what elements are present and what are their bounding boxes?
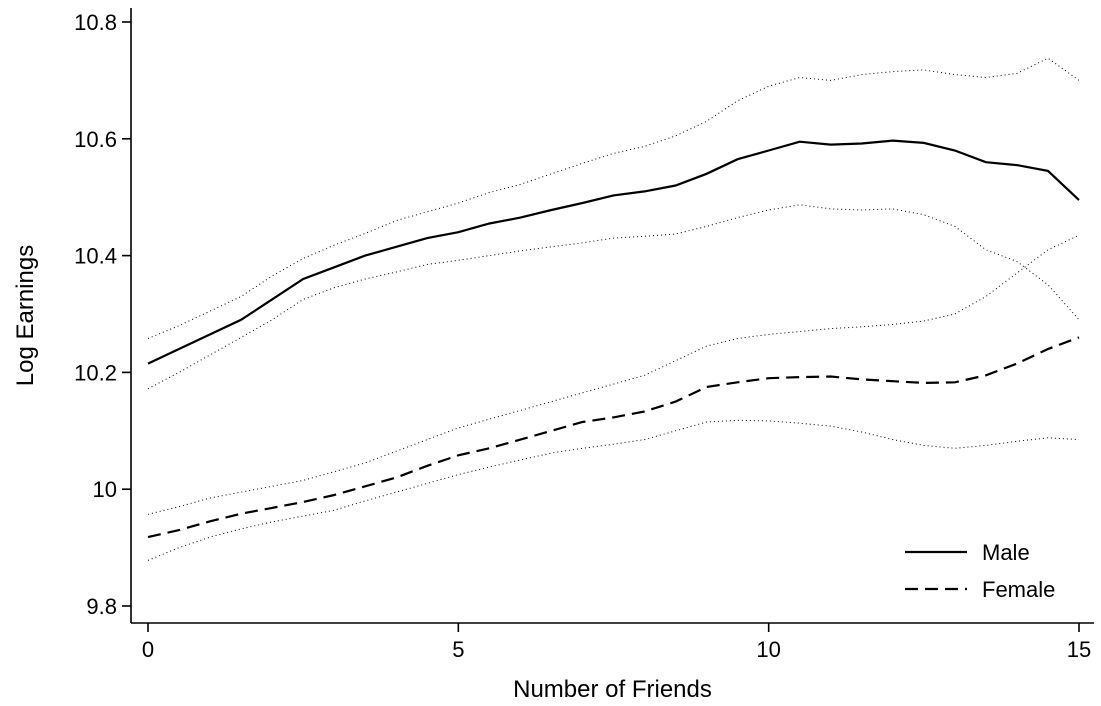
x-tick-label: 0 bbox=[142, 637, 154, 662]
series-line-male bbox=[147, 139, 1080, 365]
ci-lower-male bbox=[147, 204, 1080, 390]
y-tick-label: 10.4 bbox=[74, 244, 117, 269]
y-axis-ticks: 9.8 10 10.2 10.4 10.6 10.8 bbox=[74, 10, 131, 619]
legend-label-male: Male bbox=[982, 540, 1030, 565]
ci-upper-female bbox=[147, 234, 1080, 515]
ci-lower-female bbox=[147, 419, 1080, 561]
y-tick-label: 10.8 bbox=[74, 10, 117, 35]
x-tick-label: 15 bbox=[1067, 637, 1091, 662]
legend: Male Female bbox=[905, 540, 1055, 602]
x-tick-label: 10 bbox=[756, 637, 780, 662]
y-tick-label: 10.6 bbox=[74, 127, 117, 152]
series-line-female bbox=[147, 336, 1080, 539]
y-tick-label: 9.8 bbox=[86, 594, 117, 619]
y-axis-title: Log Earnings bbox=[12, 245, 39, 386]
y-tick-label: 10.2 bbox=[74, 360, 117, 385]
x-axis-ticks: 0 5 10 15 bbox=[142, 623, 1091, 662]
ci-upper-male bbox=[147, 57, 1080, 339]
legend-label-female: Female bbox=[982, 577, 1055, 602]
axes bbox=[130, 8, 1094, 624]
y-tick-label: 10 bbox=[93, 477, 117, 502]
x-tick-label: 5 bbox=[452, 637, 464, 662]
x-axis-title: Number of Friends bbox=[513, 676, 712, 703]
series-layer bbox=[147, 57, 1080, 561]
